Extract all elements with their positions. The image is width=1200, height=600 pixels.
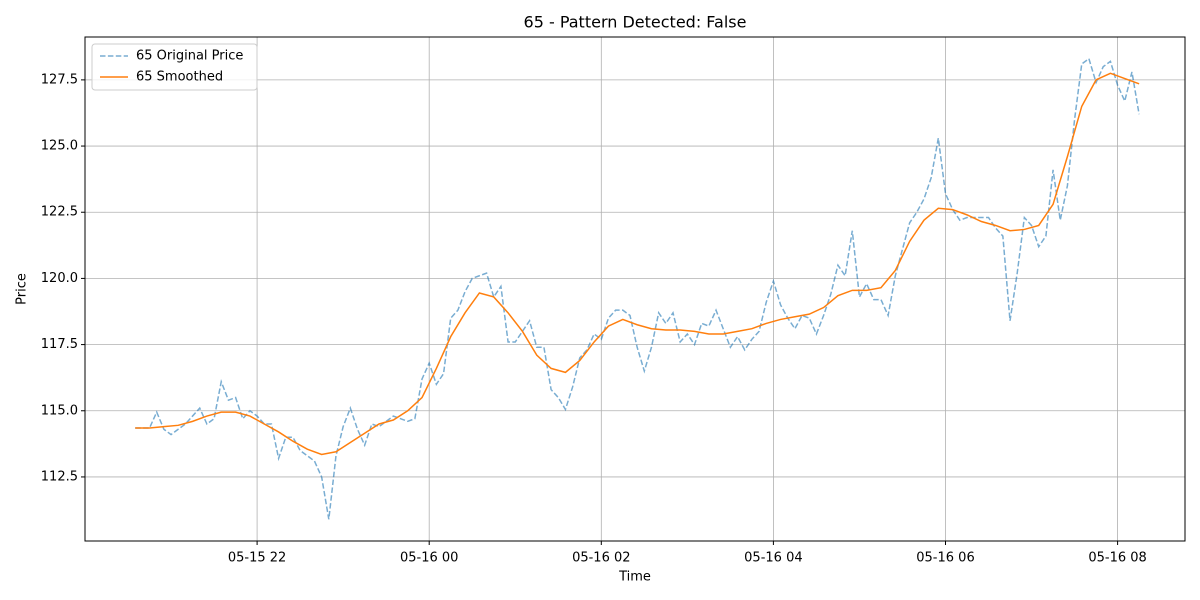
x-tick-label: 05-16 08 [1088, 551, 1146, 566]
y-axis-label: Price [15, 273, 30, 305]
y-tick-label: 120.0 [41, 271, 78, 286]
x-tick-label: 05-16 04 [744, 551, 802, 566]
x-tick-label: 05-16 02 [572, 551, 630, 566]
legend-label: 65 Original Price [136, 49, 243, 64]
y-tick-label: 122.5 [41, 205, 78, 220]
x-tick-label: 05-15 22 [228, 551, 286, 566]
series-line [135, 57, 1140, 520]
y-tick-label: 115.0 [41, 403, 78, 418]
y-tick-label: 125.0 [41, 139, 78, 154]
plot-frame [84, 36, 1186, 542]
x-axis-label: Time [618, 570, 651, 585]
x-tick-label: 05-16 06 [916, 551, 974, 566]
y-tick-label: 127.5 [41, 72, 78, 87]
y-tick-label: 117.5 [41, 337, 78, 352]
y-tick-label: 112.5 [41, 469, 78, 484]
chart-title: 65 - Pattern Detected: False [524, 13, 747, 32]
legend-box [91, 43, 258, 91]
series-line [135, 72, 1140, 456]
x-tick-label: 05-16 00 [400, 551, 458, 566]
legend-label: 65 Smoothed [136, 70, 223, 85]
